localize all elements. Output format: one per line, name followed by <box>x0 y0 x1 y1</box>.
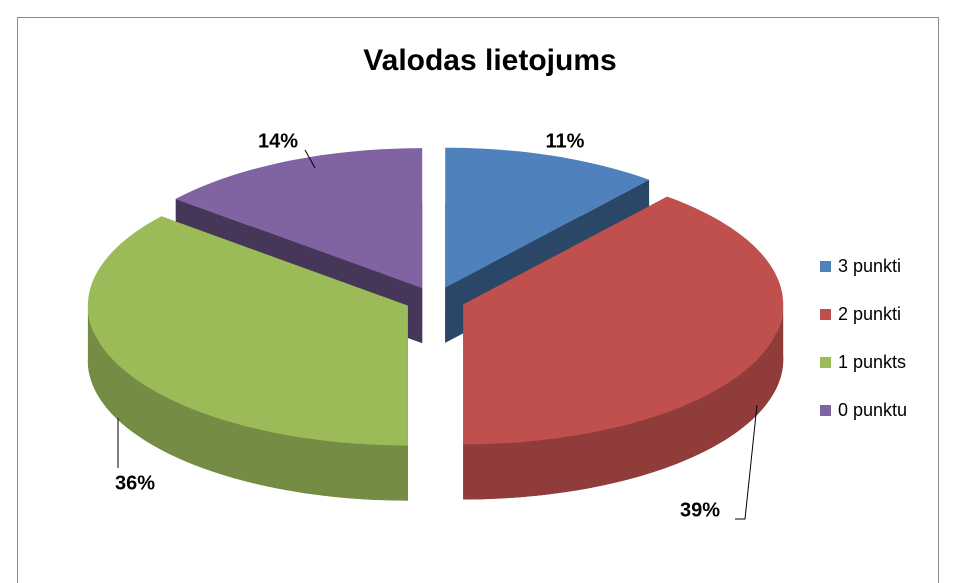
legend-label: 2 punkti <box>838 304 901 324</box>
legend-swatch <box>820 357 831 368</box>
slice-rim <box>87 305 408 501</box>
slice-top <box>175 148 423 289</box>
slice-top <box>463 196 784 445</box>
legend-swatch <box>820 261 831 272</box>
legend-label: 0 punktu <box>838 400 907 420</box>
legend-label: 1 punkts <box>838 352 906 372</box>
legend-swatch <box>820 309 831 320</box>
data-label: 14% <box>258 130 298 152</box>
legend-label: 3 punkti <box>838 256 901 276</box>
data-label: 36% <box>115 472 155 494</box>
data-label: 11% <box>546 130 585 152</box>
pie-slice <box>463 196 784 500</box>
leader-line <box>735 404 758 520</box>
slice-rim <box>463 304 784 500</box>
legend-swatch <box>820 405 831 416</box>
slice-top <box>445 147 650 288</box>
data-label: 39% <box>680 499 720 521</box>
leader-line <box>304 149 316 169</box>
pie-slice <box>87 216 408 501</box>
slice-top <box>87 216 408 446</box>
chart-title: Valodas lietojums <box>363 44 616 77</box>
